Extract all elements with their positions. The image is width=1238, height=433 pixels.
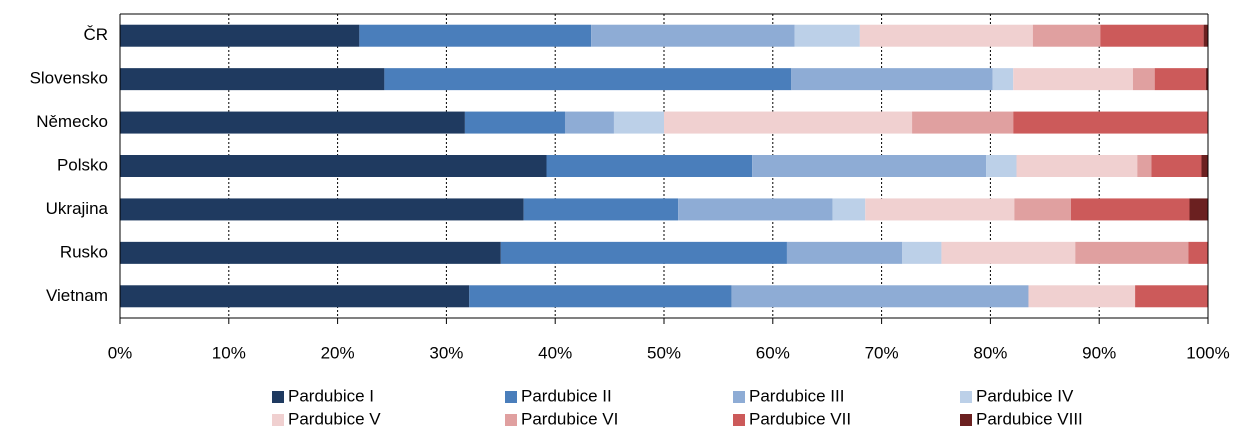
legend-label: Pardubice III <box>749 386 844 405</box>
bar-segment <box>523 198 679 221</box>
legend-label: Pardubice IV <box>976 386 1074 405</box>
legend-swatch <box>272 391 284 403</box>
bar-segment <box>613 111 664 134</box>
x-tick-label: 10% <box>212 343 246 362</box>
bar-segment <box>992 68 1014 91</box>
bar-segment <box>664 111 913 134</box>
y-tick-label: Polsko <box>57 155 108 174</box>
legend-swatch <box>960 391 972 403</box>
bar-segment <box>1205 68 1208 91</box>
legend-label: Pardubice V <box>288 409 381 428</box>
bar-segment <box>120 24 360 47</box>
bar-segment <box>1100 24 1204 47</box>
legend-label: Pardubice VIII <box>976 409 1083 428</box>
x-tick-label: 70% <box>865 343 899 362</box>
bar-segment <box>1016 155 1138 177</box>
bar-segment <box>1013 111 1208 134</box>
bar-segment <box>120 155 547 177</box>
bar-segment <box>1132 68 1155 91</box>
bar-segment <box>564 111 614 134</box>
bar-segment <box>1203 24 1208 47</box>
bar-segment <box>752 155 987 177</box>
bar-segment <box>865 198 1015 221</box>
legend-swatch <box>272 414 284 426</box>
x-tick-label: 30% <box>429 343 463 362</box>
bar-segment <box>1151 155 1202 177</box>
x-tick-label: 80% <box>973 343 1007 362</box>
bar-segment <box>500 241 787 264</box>
bar-segment <box>546 155 753 177</box>
x-tick-label: 50% <box>647 343 681 362</box>
bar-segment <box>791 68 993 91</box>
y-tick-label: Vietnam <box>46 286 108 305</box>
legend-swatch <box>505 414 517 426</box>
legend-label: Pardubice I <box>288 386 374 405</box>
legend-label: Pardubice II <box>521 386 612 405</box>
bar-segment <box>120 111 465 134</box>
bar-segment <box>469 285 732 308</box>
y-tick-label: Německo <box>36 112 108 131</box>
bar-segment <box>1070 198 1190 221</box>
bar-segment <box>832 198 866 221</box>
legend-swatch <box>733 391 745 403</box>
bar-segment <box>120 285 470 308</box>
legend-label: Pardubice VII <box>749 409 851 428</box>
bar-segment <box>1028 285 1136 308</box>
bar-segment <box>1135 285 1208 308</box>
bar-segment <box>1189 198 1208 221</box>
bar-segment <box>859 24 1033 47</box>
legend-swatch <box>960 414 972 426</box>
x-tick-label: 20% <box>321 343 355 362</box>
bar-segment <box>941 241 1076 264</box>
bar-segment <box>1014 198 1071 221</box>
bar-segment <box>384 68 792 91</box>
x-tick-label: 100% <box>1186 343 1229 362</box>
y-tick-label: Ukrajina <box>46 199 109 218</box>
bar-segment <box>464 111 565 134</box>
x-tick-label: 40% <box>538 343 572 362</box>
bar-segment <box>1137 155 1152 177</box>
x-tick-label: 60% <box>756 343 790 362</box>
bar-segment <box>1154 68 1206 91</box>
legend-swatch <box>505 391 517 403</box>
bar-segment <box>731 285 1029 308</box>
bar-segment <box>986 155 1017 177</box>
bar-segment <box>120 68 385 91</box>
bar-segment <box>1201 155 1208 177</box>
legend-label: Pardubice VI <box>521 409 618 428</box>
bar-segment <box>1188 241 1208 264</box>
bar-segment <box>786 241 903 264</box>
bar-segment <box>120 198 524 221</box>
bar-segment <box>120 241 501 264</box>
bar-segment <box>912 111 1014 134</box>
bar-segment <box>359 24 592 47</box>
bar-segment <box>591 24 795 47</box>
y-tick-label: Slovensko <box>30 69 108 88</box>
bar-segment <box>902 241 942 264</box>
legend-swatch <box>733 414 745 426</box>
bar-segment <box>1075 241 1189 264</box>
x-tick-label: 90% <box>1082 343 1116 362</box>
bar-segment <box>1032 24 1101 47</box>
y-tick-label: Rusko <box>60 242 108 261</box>
y-tick-label: ČR <box>83 25 108 44</box>
bar-segment <box>794 24 860 47</box>
bar-segment <box>678 198 833 221</box>
bar-segment <box>1013 68 1133 91</box>
x-tick-label: 0% <box>108 343 133 362</box>
